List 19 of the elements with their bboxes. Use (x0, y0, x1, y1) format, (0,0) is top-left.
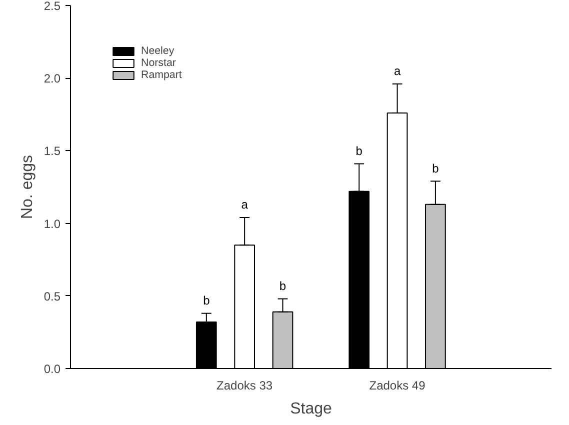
annotation: b (203, 294, 210, 308)
annotation: a (394, 64, 401, 78)
y-tick-label: 0.0 (44, 362, 61, 376)
annotation: b (432, 161, 440, 176)
x-tick-label: Zadoks 33 (216, 378, 273, 392)
legend-label: Norstar (141, 57, 176, 69)
y-tick-label: 2.0 (44, 72, 61, 86)
annotation: b (356, 144, 363, 158)
y-tick-label: 1.5 (44, 144, 61, 158)
y-tick-label: 0.5 (44, 289, 61, 304)
y-axis-title: No. eggs (18, 154, 36, 220)
y-tick-label: 1.0 (44, 216, 61, 231)
x-axis-title: Stage (290, 400, 332, 418)
legend-label: Neeley (141, 45, 174, 57)
legend-label: Rampart (141, 69, 182, 81)
annotation: a (241, 198, 248, 212)
annotation: b (279, 278, 286, 293)
x-tick-label: Zadoks 49 (369, 378, 426, 392)
y-tick-label: 2.5 (44, 0, 61, 13)
